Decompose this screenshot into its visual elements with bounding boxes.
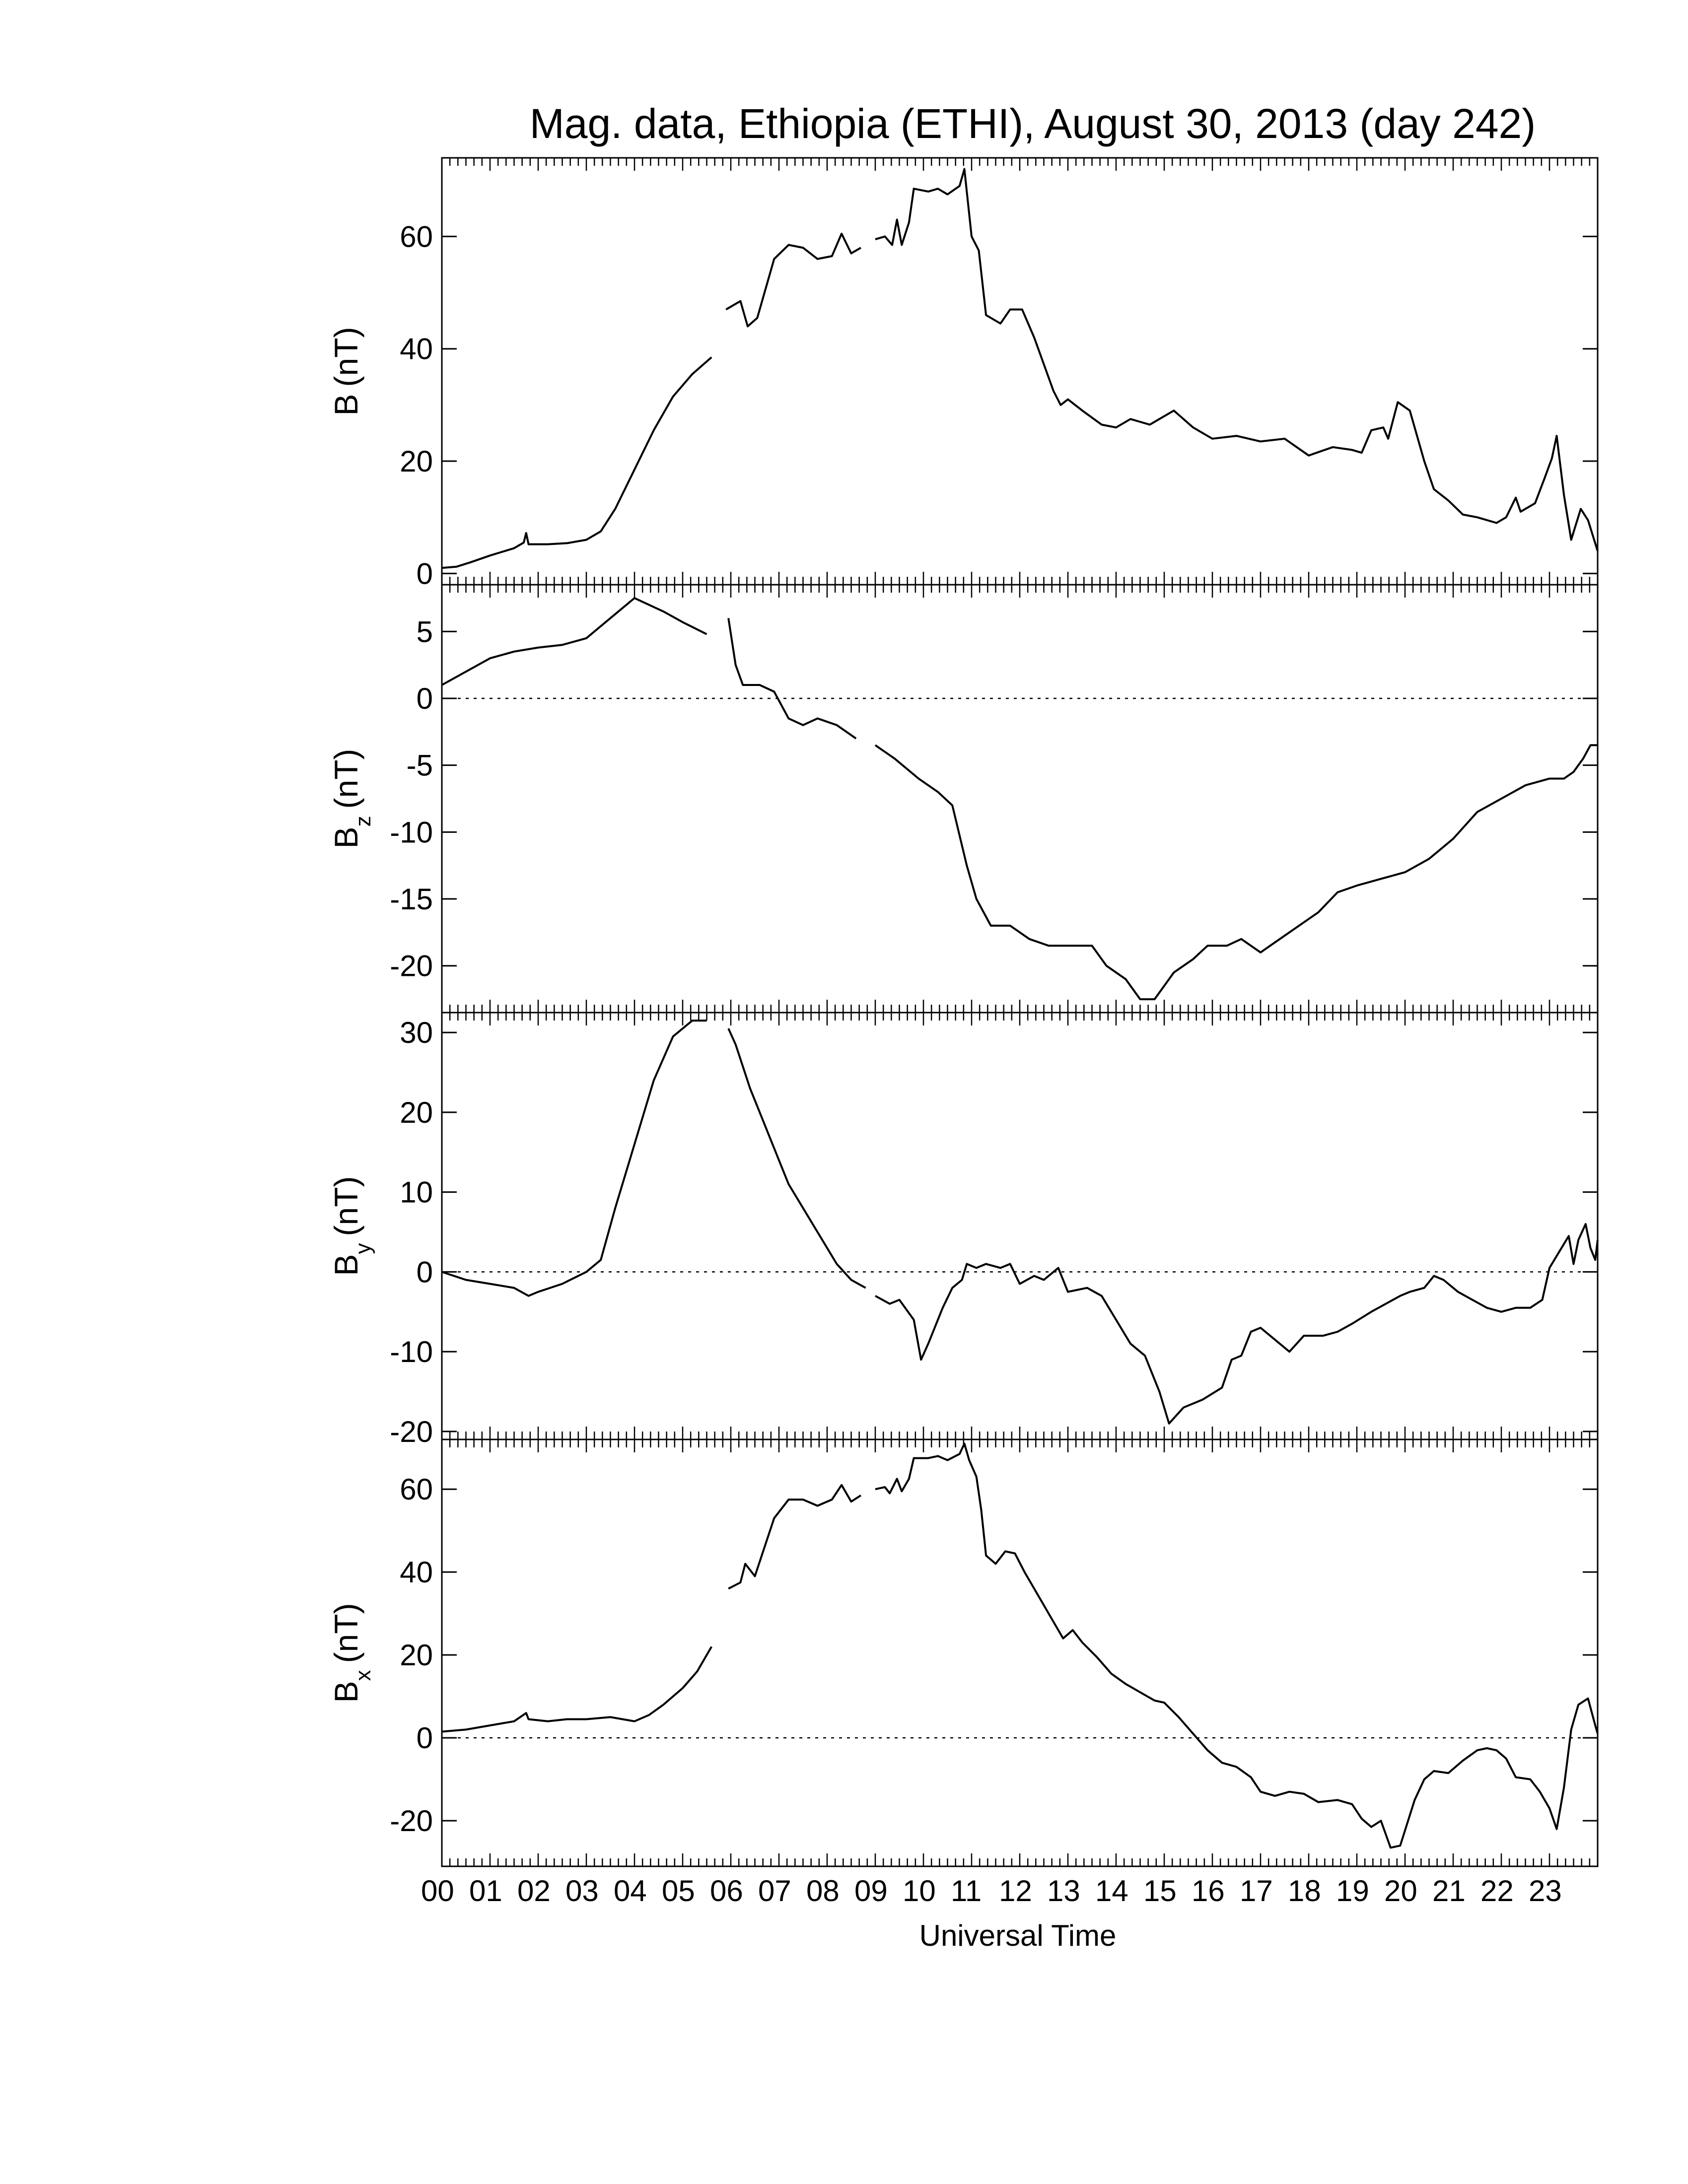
series-line-Bx xyxy=(441,1646,712,1733)
x-tick-label: 08 xyxy=(806,1874,840,1908)
x-tick-label: 14 xyxy=(1095,1874,1128,1908)
x-tick-label: 06 xyxy=(710,1874,743,1908)
series-line-By xyxy=(441,1020,707,1297)
series-line-By xyxy=(875,1223,1599,1425)
x-tick-label: 00 xyxy=(421,1874,454,1908)
y-axis-label: By(nT) xyxy=(328,1176,375,1276)
series-line-B xyxy=(875,168,1599,551)
x-tick-label: 13 xyxy=(1047,1874,1080,1908)
y-tick-label: -20 xyxy=(390,1415,433,1448)
series-line-Bz xyxy=(727,617,857,740)
y-tick-label: 60 xyxy=(400,1473,433,1506)
y-tick-label: 40 xyxy=(400,333,433,366)
x-tick-label: 18 xyxy=(1288,1874,1321,1908)
x-tick-label: 16 xyxy=(1192,1874,1225,1908)
x-tick-label: 19 xyxy=(1336,1874,1369,1908)
y-tick-label: 40 xyxy=(400,1556,433,1589)
y-tick-label: 0 xyxy=(417,1721,433,1755)
series-line-Bx xyxy=(728,1484,861,1590)
y-tick-label: -20 xyxy=(390,1804,433,1838)
y-tick-label: 10 xyxy=(400,1176,433,1209)
x-tick-label: 03 xyxy=(565,1874,599,1908)
panels-group: 0 20 40 60 B(nT) 5 0 -5 -10 -15 -20 Bz(nT) 30 20 10 0 -1… xyxy=(328,157,1599,1867)
y-tick-label: -10 xyxy=(390,1335,433,1368)
x-tick-label: 21 xyxy=(1432,1874,1466,1908)
x-tick-label: 17 xyxy=(1240,1874,1273,1908)
y-axis-label: Bz(nT) xyxy=(328,749,375,848)
x-tick-label: 12 xyxy=(999,1874,1032,1908)
y-tick-label: 5 xyxy=(417,615,433,648)
y-tick-label: -10 xyxy=(390,816,433,849)
y-tick-label: 60 xyxy=(400,220,433,253)
series-line-By xyxy=(727,1028,866,1289)
x-tick-label: 04 xyxy=(614,1874,647,1908)
x-axis: 00 01 02 03 04 05 06 07 08 09 10 11 12 13 14 15 16 17 18 19… xyxy=(421,1874,1562,1908)
y-tick-label: 20 xyxy=(400,445,433,478)
panel-Bx: 60 40 20 0 -20 Bx(nT) xyxy=(328,1438,1599,1867)
y-tick-label: -15 xyxy=(390,883,433,916)
y-tick-label: -5 xyxy=(407,749,433,782)
panel-frame xyxy=(441,584,1599,1014)
y-tick-label: 0 xyxy=(417,557,433,590)
y-axis-label: B(nT) xyxy=(328,327,364,415)
y-tick-label: 20 xyxy=(400,1638,433,1672)
series-line-Bz xyxy=(441,597,707,686)
x-tick-label: 11 xyxy=(951,1874,982,1908)
y-tick-label: 0 xyxy=(417,1255,433,1289)
y-tick-label: 0 xyxy=(417,682,433,715)
series-line-Bx xyxy=(875,1442,1599,1849)
x-tick-label: 15 xyxy=(1143,1874,1177,1908)
x-tick-label: 10 xyxy=(903,1874,936,1908)
panel-frame xyxy=(441,1012,1599,1440)
y-tick-label: -20 xyxy=(390,950,433,983)
x-tick-label: 01 xyxy=(469,1874,502,1908)
y-tick-label: 30 xyxy=(400,1016,433,1049)
series-line-B xyxy=(441,356,712,569)
x-tick-label: 20 xyxy=(1384,1874,1417,1908)
x-tick-label: 09 xyxy=(854,1874,888,1908)
panel-Bz: 5 0 -5 -10 -15 -20 Bz(nT) xyxy=(328,584,1599,1014)
panel-frame xyxy=(441,157,1599,586)
panel-B: 0 20 40 60 B(nT) xyxy=(328,157,1599,590)
y-axis-label: Bx(nT) xyxy=(328,1603,375,1703)
x-tick-label: 22 xyxy=(1480,1874,1514,1908)
x-tick-label: 02 xyxy=(517,1874,551,1908)
panel-frame xyxy=(441,1438,1599,1867)
series-line-Bz xyxy=(874,744,1598,1001)
x-tick-label: 07 xyxy=(758,1874,791,1908)
panel-By: 30 20 10 0 -10 -20 By(nT) xyxy=(328,1012,1599,1448)
x-tick-label: 05 xyxy=(662,1874,695,1908)
chart-title: Mag. data, Ethiopia (ETHI), August 30, 2… xyxy=(530,100,1536,147)
series-line-B xyxy=(725,232,861,328)
x-tick-label: 23 xyxy=(1529,1874,1562,1908)
x-axis-label: Universal Time xyxy=(919,1919,1117,1952)
y-tick-label: 20 xyxy=(400,1096,433,1129)
